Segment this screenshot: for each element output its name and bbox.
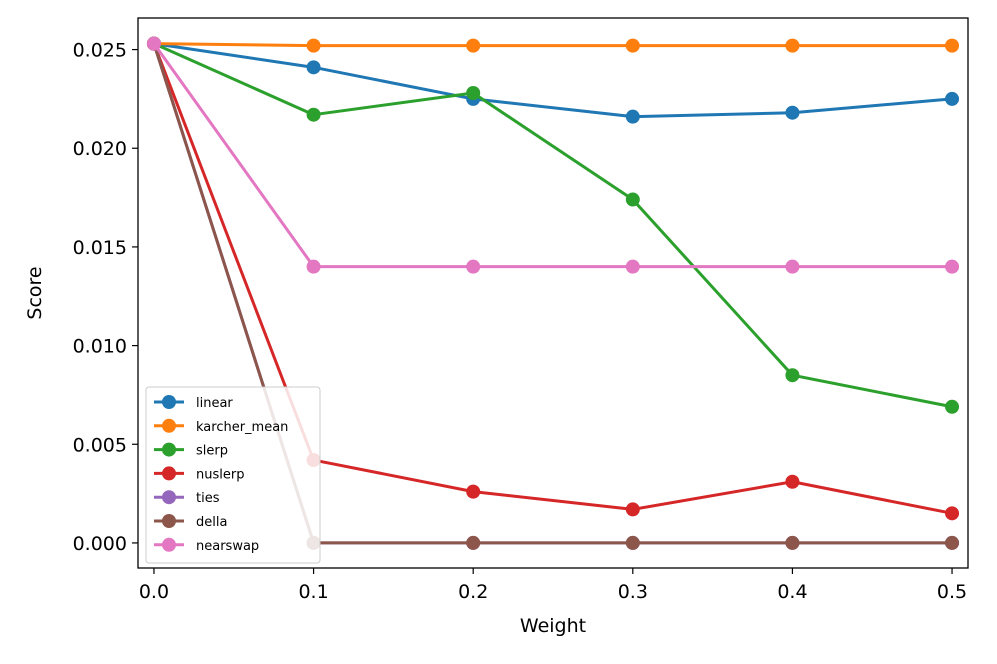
legend-entry: slerp — [154, 442, 228, 459]
y-axis-label: Score — [24, 266, 46, 319]
series-layer — [146, 36, 960, 550]
data-point — [625, 502, 640, 517]
data-point — [306, 107, 321, 122]
legend-marker — [162, 418, 176, 433]
y-tick-label: 0.010 — [73, 336, 127, 358]
legend-marker — [162, 490, 176, 505]
legend-entry: della — [154, 514, 227, 530]
legend-marker — [162, 514, 176, 528]
data-point — [945, 399, 960, 414]
legend-marker — [162, 442, 176, 457]
legend-entry: ties — [154, 490, 220, 506]
series-nearswap — [146, 36, 960, 274]
data-point — [466, 535, 481, 550]
series-line — [153, 42, 953, 48]
legend-marker — [162, 537, 176, 552]
data-point — [945, 535, 960, 550]
legend-label: della — [196, 515, 227, 530]
y-tick-label: 0.025 — [73, 40, 127, 62]
data-point — [625, 109, 640, 124]
x-tick-label: 0.4 — [777, 581, 807, 603]
legend-entry: nearswap — [154, 537, 259, 554]
series-karcher-mean — [146, 36, 960, 53]
legend-marker — [162, 466, 176, 481]
data-point — [785, 535, 800, 550]
x-tick-label: 0.5 — [937, 581, 967, 603]
data-point — [625, 535, 640, 550]
legend-label: linear — [196, 396, 233, 411]
data-point — [625, 192, 640, 207]
series-line — [152, 42, 953, 269]
y-tick-label: 0.015 — [73, 237, 127, 259]
legend-marker — [162, 395, 176, 409]
data-point — [945, 506, 960, 521]
series-linear — [146, 36, 960, 124]
data-point — [785, 368, 800, 383]
series-line — [153, 42, 953, 119]
y-axis: 0.000 0.005 0.010 0.015 0.020 0.025 — [73, 40, 138, 555]
data-point — [306, 38, 321, 53]
legend-label: nearswap — [196, 539, 259, 554]
data-point — [785, 38, 800, 53]
legend-label: karcher_mean — [196, 420, 288, 435]
x-tick-label: 0.0 — [139, 581, 169, 603]
data-point — [306, 60, 321, 75]
data-point — [945, 91, 960, 106]
y-tick-label: 0.005 — [73, 434, 127, 456]
data-point — [785, 474, 800, 489]
legend-label: ties — [196, 491, 220, 506]
series-line — [153, 42, 953, 409]
x-axis-label: Weight — [520, 615, 586, 637]
legend-entry: linear — [154, 395, 233, 411]
data-point — [625, 38, 640, 53]
series-slerp — [146, 36, 960, 414]
legend-entry: nuslerp — [154, 466, 244, 482]
legend-box — [145, 386, 321, 564]
data-point — [785, 105, 800, 120]
x-tick-label: 0.3 — [618, 581, 648, 603]
legend-label: nuslerp — [196, 467, 244, 482]
x-tick-label: 0.1 — [298, 581, 328, 603]
data-point — [466, 484, 481, 499]
x-axis: 0.0 0.1 0.2 0.3 0.4 0.5 — [139, 568, 967, 603]
data-point — [466, 38, 481, 53]
data-point — [466, 85, 481, 100]
legend-entry: karcher_mean — [154, 418, 288, 435]
legend-label: slerp — [196, 444, 228, 459]
data-point — [945, 259, 960, 274]
y-tick-label: 0.020 — [73, 138, 127, 160]
data-point — [785, 259, 800, 274]
y-tick-label: 0.000 — [73, 533, 127, 555]
data-point — [625, 259, 640, 274]
data-point — [146, 36, 161, 51]
plot-area-frame — [137, 17, 969, 569]
data-point — [306, 259, 321, 274]
data-point — [466, 259, 481, 274]
x-tick-label: 0.2 — [458, 581, 488, 603]
data-point — [945, 38, 960, 53]
